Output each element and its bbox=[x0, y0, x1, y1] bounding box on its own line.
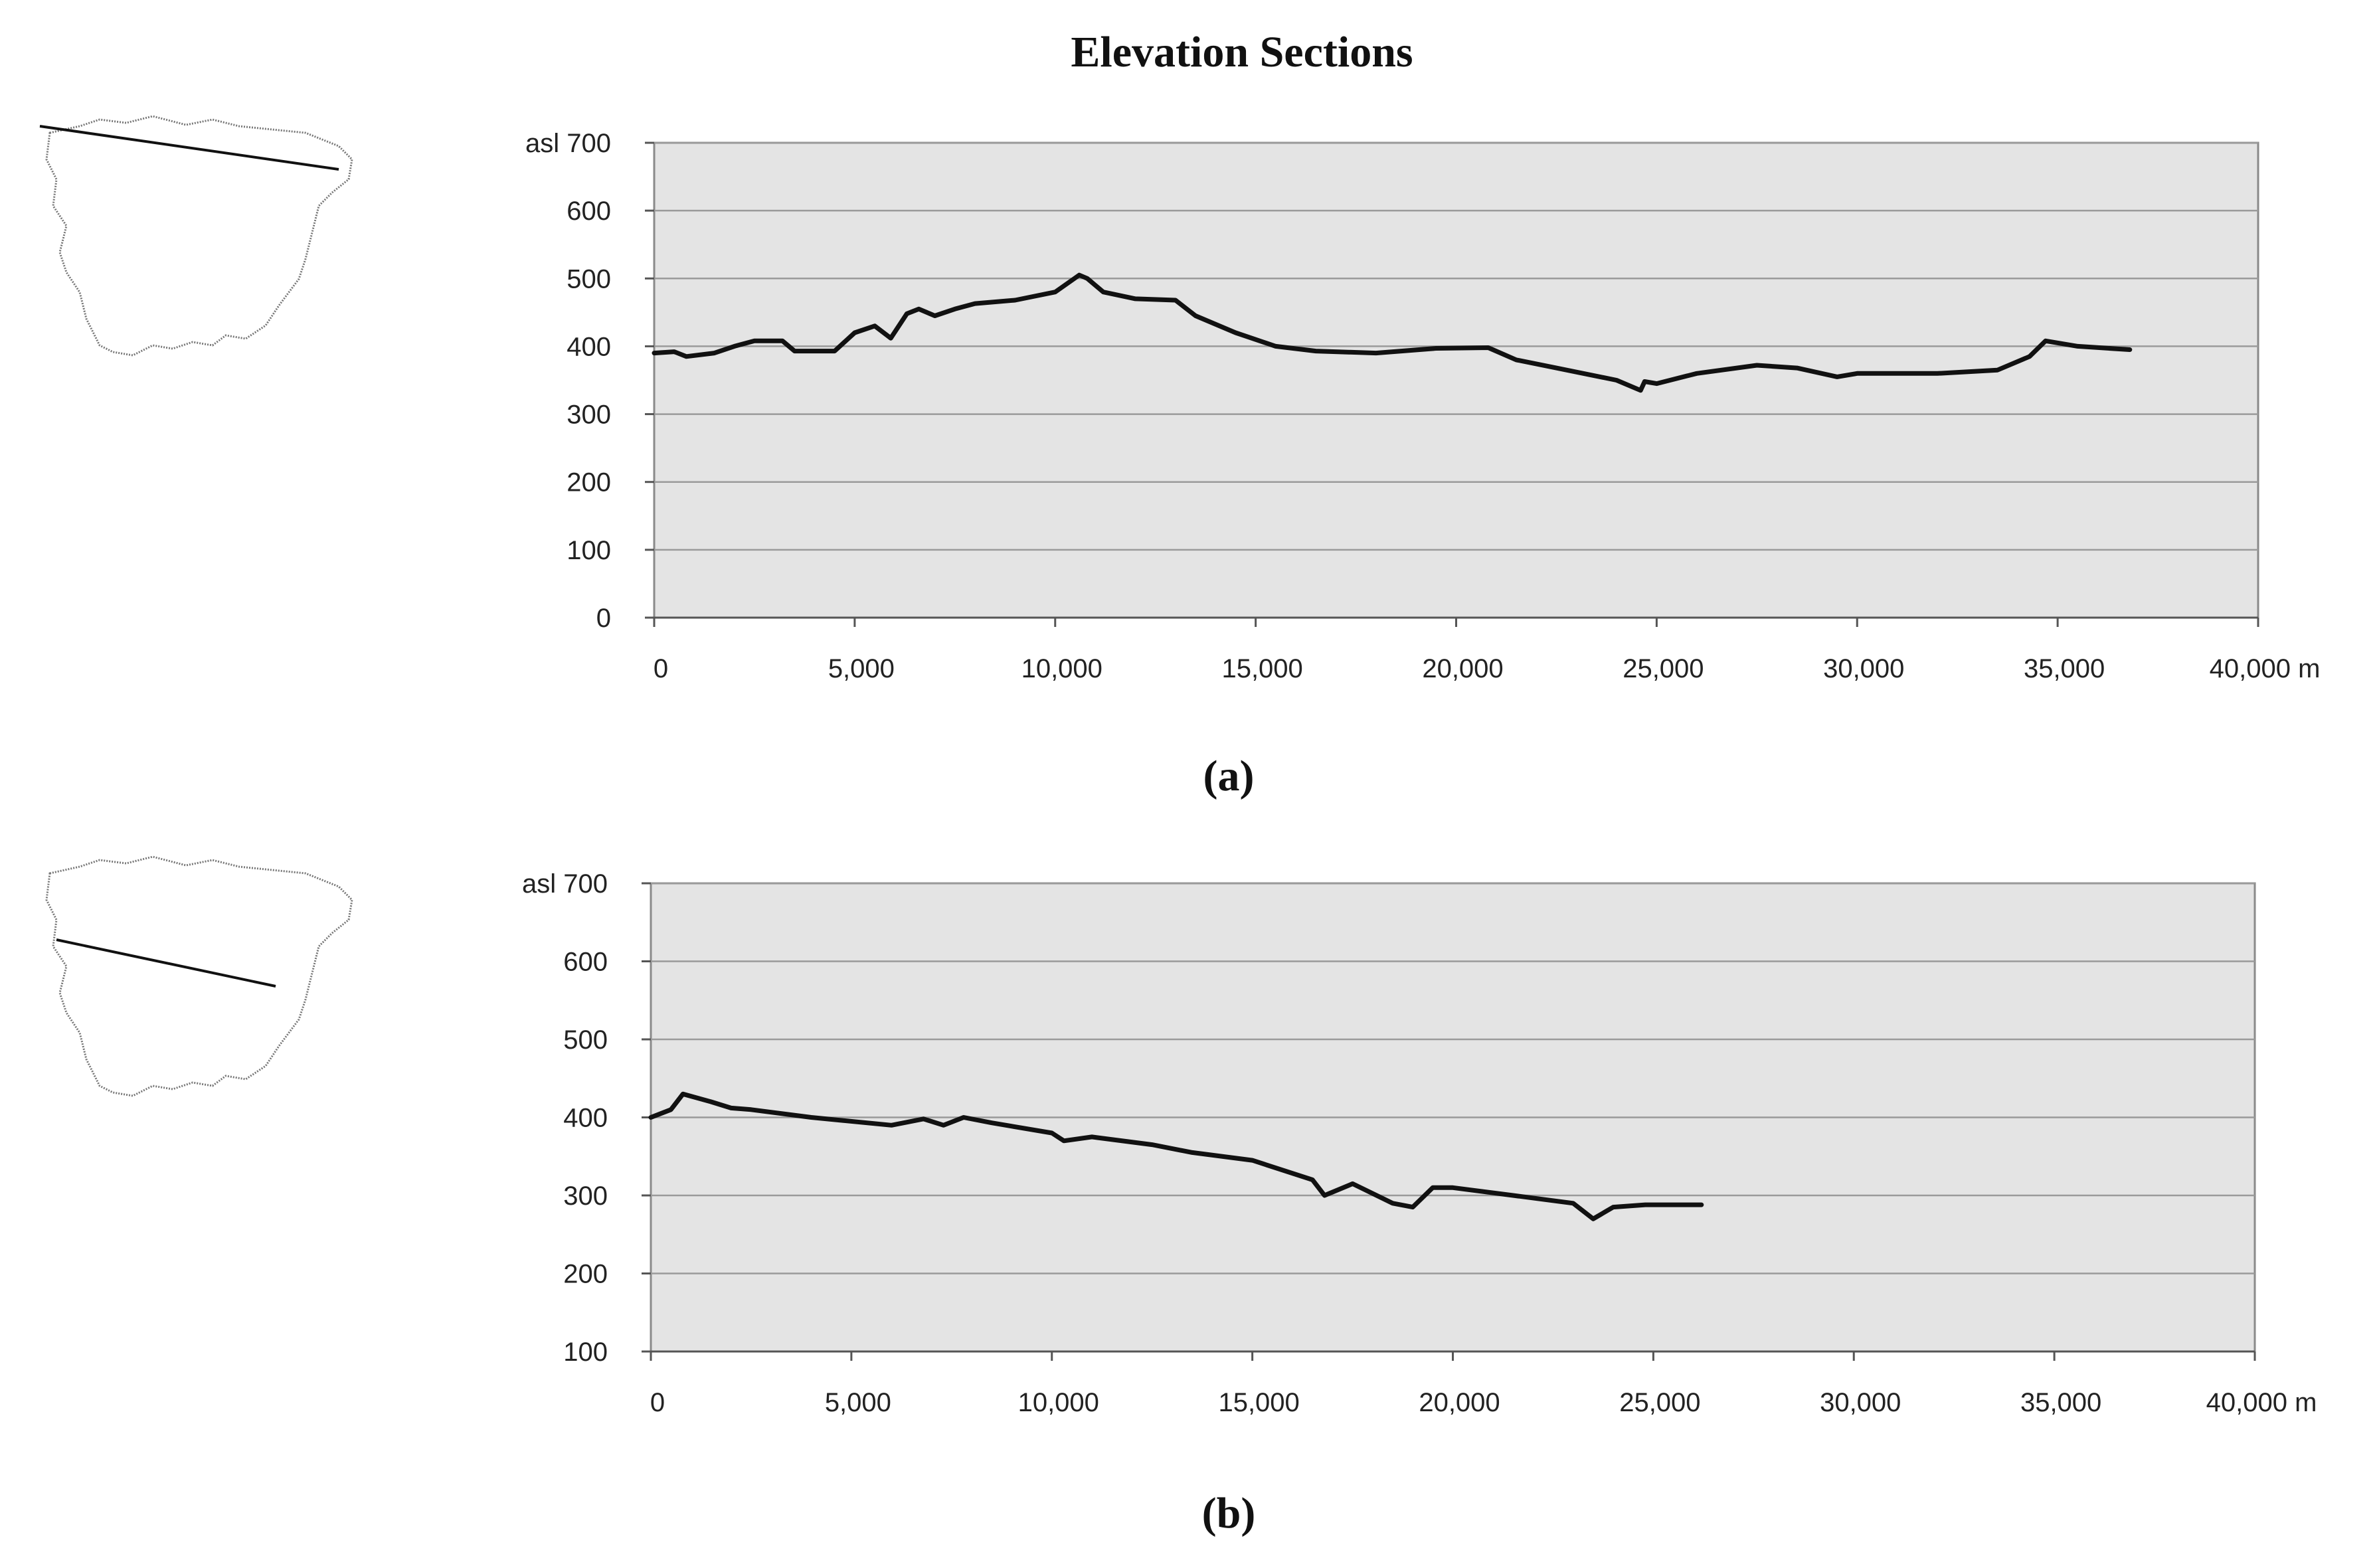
x-tick-label: 20,000 bbox=[1422, 654, 1503, 683]
catchment-map-a bbox=[39, 115, 353, 357]
x-tick-label: 5,000 bbox=[828, 654, 895, 683]
elevation-series-line bbox=[652, 272, 2133, 393]
section-line-a bbox=[39, 125, 339, 171]
x-tick-label: 25,000 bbox=[1619, 1388, 1700, 1417]
x-tick-label: 0 bbox=[654, 654, 668, 683]
y-tick-label: 100 bbox=[563, 1338, 608, 1367]
x-tick-label: 10,000 bbox=[1021, 654, 1102, 683]
catchment-outline bbox=[45, 115, 353, 357]
y-tick-label: 500 bbox=[563, 1025, 608, 1055]
y-tick-label: 600 bbox=[567, 197, 611, 226]
x-tick-label: 30,000 bbox=[1823, 654, 1904, 683]
catchment-map-b bbox=[45, 855, 353, 1097]
y-tick-label: asl 700 bbox=[525, 129, 611, 158]
catchment-outline bbox=[45, 855, 353, 1097]
x-tick-label: 30,000 bbox=[1820, 1388, 1901, 1417]
x-tick-label: 40,000 m bbox=[2210, 654, 2321, 683]
y-tick-label: 600 bbox=[563, 948, 608, 977]
x-tick-label: 20,000 bbox=[1419, 1388, 1500, 1417]
elevation-chart-b: 100 200 300 400 500 600 asl 700 0 5,000 10,000 15,… bbox=[522, 869, 2317, 1417]
x-tick-label: 15,000 bbox=[1218, 1388, 1299, 1417]
y-tick-label: 400 bbox=[563, 1104, 608, 1133]
y-tick-label: 300 bbox=[563, 1181, 608, 1211]
y-tick-label: 400 bbox=[567, 332, 611, 361]
elevation-chart-a: 0 100 200 300 400 500 600 asl 700 0 5,000 10,000 15… bbox=[525, 129, 2320, 683]
x-tick-label: 15,000 bbox=[1221, 654, 1302, 683]
x-tick-label: 35,000 bbox=[2024, 654, 2105, 683]
plot-area bbox=[653, 141, 2259, 619]
y-tick-label: 200 bbox=[567, 468, 611, 497]
x-tick-label: 0 bbox=[650, 1388, 665, 1417]
x-tick-label: 35,000 bbox=[2020, 1388, 2101, 1417]
y-tick-label: 300 bbox=[567, 400, 611, 430]
y-tick-label: 0 bbox=[596, 604, 611, 633]
x-tick-label: 25,000 bbox=[1623, 654, 1704, 683]
x-tick-label: 10,000 bbox=[1018, 1388, 1099, 1417]
y-tick-label: asl 700 bbox=[522, 869, 608, 899]
elevation-series-line bbox=[648, 1091, 1704, 1221]
x-tick-label: 5,000 bbox=[825, 1388, 891, 1417]
x-tick-label: 40,000 m bbox=[2206, 1388, 2317, 1417]
y-tick-label: 100 bbox=[567, 536, 611, 565]
figure-title: Elevation Sections bbox=[1071, 28, 1413, 76]
y-tick-label: 200 bbox=[563, 1260, 608, 1289]
y-tick-label: 500 bbox=[567, 264, 611, 294]
caption-a: (a) bbox=[1203, 752, 1255, 800]
section-line-b bbox=[56, 938, 276, 988]
caption-b: (b) bbox=[1202, 1489, 1256, 1537]
